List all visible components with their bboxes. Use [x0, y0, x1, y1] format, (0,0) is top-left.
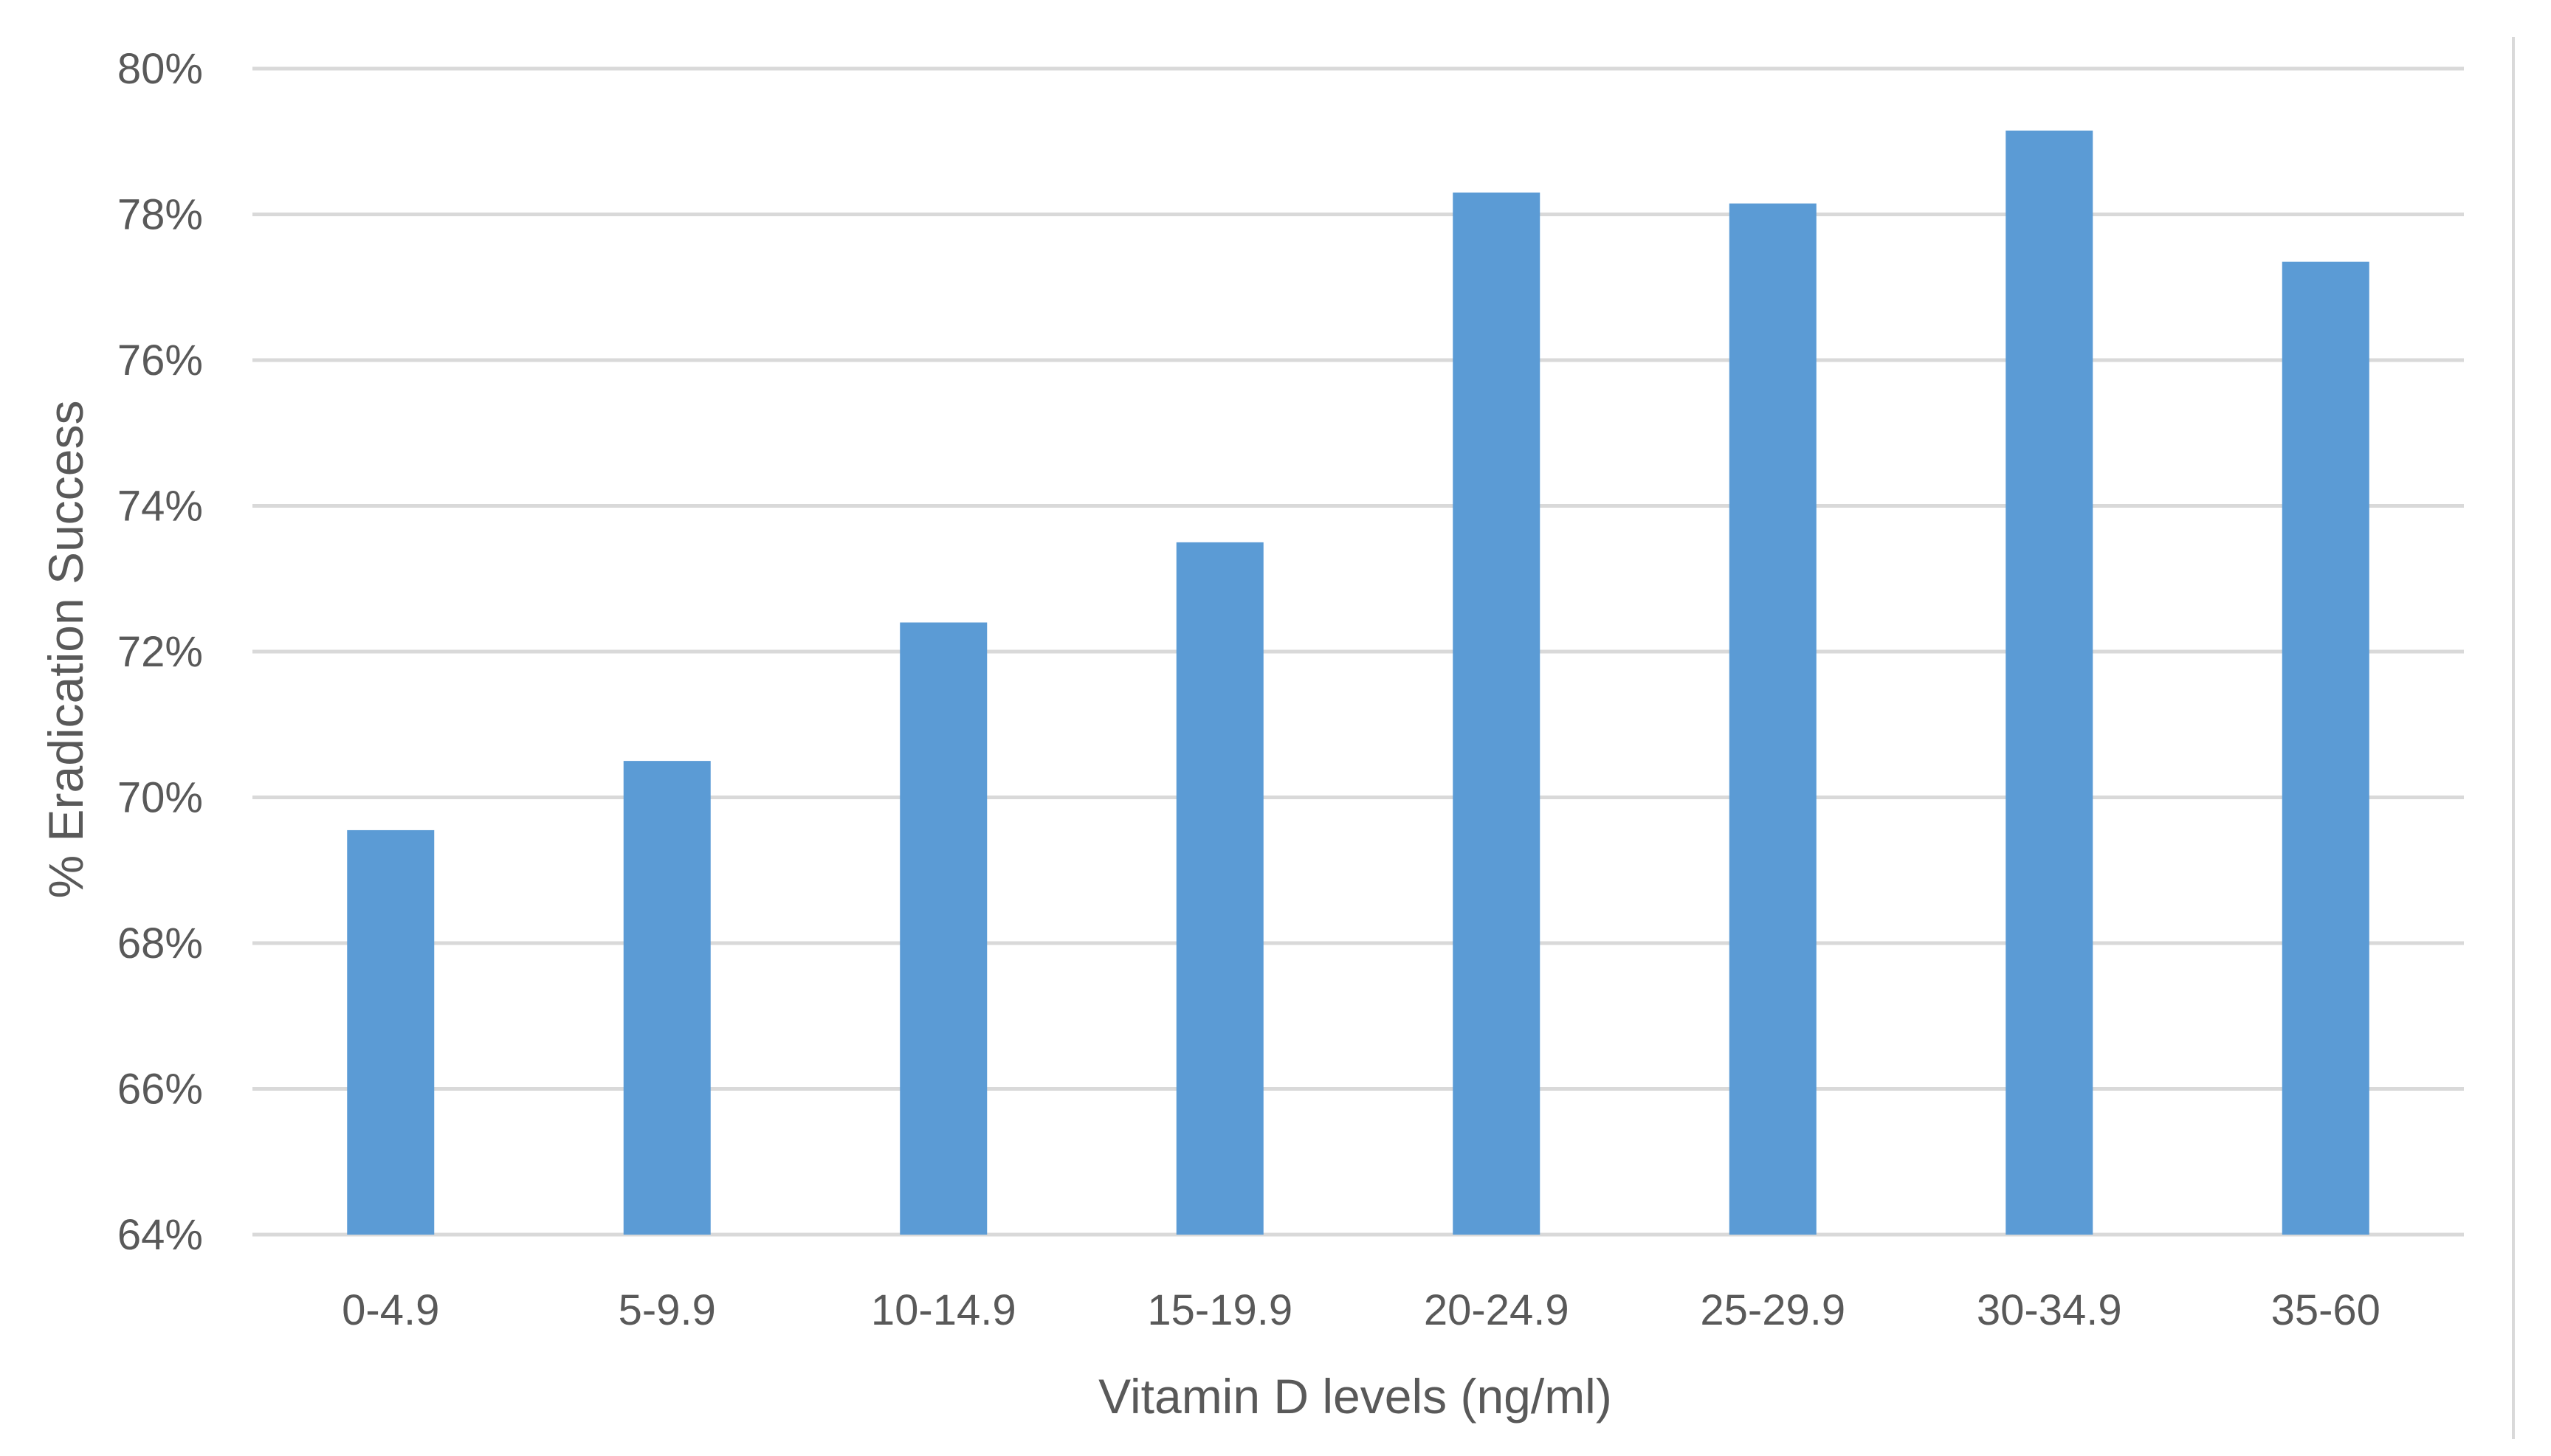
gridlines	[252, 66, 2464, 1237]
x-axis-title: Vitamin D levels (ng/ml)	[1098, 1369, 1612, 1424]
bar-20-24.9	[1453, 192, 1540, 1235]
bar-15-19.9	[1176, 542, 1264, 1235]
bar-10-14.9	[900, 622, 988, 1235]
y-tick-label: 70%	[117, 774, 203, 822]
x-tick-label: 20-24.9	[1424, 1286, 1569, 1334]
x-tick-label: 35-60	[2271, 1286, 2380, 1334]
x-tick-label: 10-14.9	[871, 1286, 1016, 1334]
bar-25-29.9	[1729, 203, 1817, 1235]
x-axis-tick-labels: 0-4.9 5-9.9 10-14.9 15-19.9 20-24.9 25-29.9 30…	[342, 1286, 2380, 1334]
y-tick-label: 80%	[117, 45, 203, 93]
bar-35-60	[2282, 261, 2369, 1235]
y-axis-tick-labels: 64% 66% 68% 70% 72% 74% 76% 78% 80%	[117, 45, 203, 1259]
x-tick-label: 0-4.9	[342, 1286, 439, 1334]
bar-30-34.9	[2006, 130, 2093, 1235]
y-tick-label: 78%	[117, 191, 203, 239]
bars	[347, 130, 2369, 1235]
y-tick-label: 66%	[117, 1066, 203, 1114]
bar-0-4.9	[347, 829, 435, 1235]
y-tick-label: 74%	[117, 483, 203, 531]
bar-5-9.9	[623, 761, 711, 1235]
x-tick-label: 30-34.9	[1977, 1286, 2122, 1334]
x-tick-label: 15-19.9	[1147, 1286, 1292, 1334]
x-tick-label: 25-29.9	[1700, 1286, 1845, 1334]
y-tick-label: 64%	[117, 1211, 203, 1259]
y-tick-label: 68%	[117, 920, 203, 967]
y-tick-label: 72%	[117, 628, 203, 676]
y-axis-title: % Eradication Success	[38, 401, 93, 899]
y-tick-label: 76%	[117, 337, 203, 384]
x-tick-label: 5-9.9	[619, 1286, 716, 1334]
